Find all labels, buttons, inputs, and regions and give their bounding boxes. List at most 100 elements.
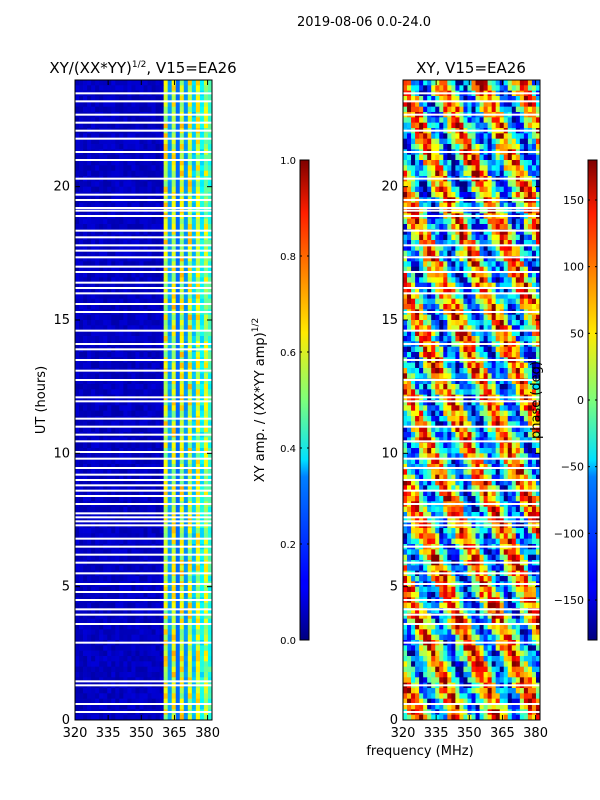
heatmap-cell — [111, 506, 116, 513]
heatmap-cell — [95, 256, 100, 262]
heatmap-cell — [163, 421, 169, 428]
heatmap-cell — [123, 256, 128, 262]
heatmap-cell — [511, 122, 517, 129]
heatmap-cell — [411, 186, 416, 193]
heatmap-cell — [139, 389, 144, 396]
heatmap-cell — [143, 608, 148, 614]
heatmap-cell — [171, 437, 177, 444]
heatmap-cell — [119, 373, 124, 380]
heatmap-cell — [91, 352, 96, 358]
heatmap-cell — [99, 704, 104, 710]
heatmap-cell — [175, 154, 181, 161]
heatmap-cell — [147, 261, 152, 268]
heatmap-cell — [191, 517, 197, 524]
heatmap-cell — [107, 336, 112, 342]
heatmap-cell — [187, 421, 193, 428]
heatmap-cell — [159, 490, 165, 497]
heatmap-cell — [179, 624, 185, 630]
heatmap-cell — [131, 613, 136, 620]
heatmap-cell — [175, 144, 181, 150]
heatmap-cell — [175, 138, 181, 145]
heatmap-cell — [135, 282, 140, 289]
heatmap-cell — [79, 362, 84, 369]
heatmap-cell — [187, 704, 193, 710]
heatmap-cell — [419, 186, 424, 193]
heatmap-cell — [75, 485, 80, 492]
heatmap-cell — [91, 469, 96, 476]
heatmap-cell — [115, 634, 120, 641]
heatmap-cell — [527, 186, 533, 193]
heatmap-cell — [167, 298, 173, 305]
heatmap-cell — [183, 672, 189, 678]
gap-row — [75, 151, 212, 153]
heatmap-cell — [95, 186, 100, 193]
heatmap-cell — [99, 480, 104, 486]
heatmap-cell — [111, 538, 116, 545]
heatmap-cell — [207, 688, 212, 694]
heatmap-cell — [103, 688, 108, 694]
heatmap-cell — [91, 229, 96, 236]
heatmap-cell — [103, 266, 108, 273]
heatmap-cell — [467, 154, 472, 161]
heatmap-cell — [107, 400, 112, 406]
heatmap-cell — [87, 325, 92, 332]
heatmap-cell — [487, 122, 493, 129]
heatmap-cell — [115, 474, 120, 481]
heatmap-cell — [523, 186, 529, 193]
heatmap-cell — [151, 133, 156, 140]
heatmap-cell — [159, 186, 165, 193]
heatmap-cell — [151, 240, 156, 246]
heatmap-cell — [423, 133, 428, 140]
heatmap-cell — [167, 224, 173, 230]
heatmap-cell — [139, 330, 144, 337]
heatmap-cell — [87, 256, 92, 262]
heatmap-cell — [423, 138, 428, 145]
heatmap-cell — [195, 186, 201, 193]
heatmap-cell — [83, 154, 88, 161]
heatmap-cell — [143, 688, 148, 694]
heatmap-cell — [79, 666, 84, 673]
heatmap-cell — [503, 80, 509, 86]
heatmap-cell — [155, 688, 161, 694]
heatmap-cell — [139, 224, 144, 230]
heatmap-cell — [179, 170, 185, 177]
heatmap-cell — [75, 437, 80, 444]
heatmap-cell — [155, 490, 161, 497]
heatmap-cell — [79, 256, 84, 262]
heatmap-cell — [87, 336, 92, 342]
heatmap-cell — [135, 666, 140, 673]
heatmap-cell — [195, 96, 201, 102]
heatmap-cell — [127, 565, 132, 572]
heatmap-cell — [83, 261, 88, 268]
heatmap-cell — [207, 373, 212, 380]
heatmap-cell — [195, 170, 201, 177]
heatmap-cell — [95, 282, 100, 289]
heatmap-cell — [79, 496, 84, 502]
heatmap-cell — [119, 389, 124, 396]
heatmap-cell — [91, 336, 96, 342]
heatmap-cell — [431, 154, 436, 161]
heatmap-cell — [191, 266, 197, 273]
heatmap-cell — [159, 549, 165, 556]
heatmap-cell — [135, 362, 140, 369]
heatmap-cell — [123, 384, 128, 390]
heatmap-cell — [183, 325, 189, 332]
heatmap-cell — [87, 650, 92, 657]
heatmap-cell — [163, 688, 169, 694]
heatmap-cell — [487, 133, 493, 140]
heatmap-cell — [199, 352, 205, 358]
heatmap-cell — [403, 170, 408, 177]
heatmap-cell — [531, 170, 537, 177]
heatmap-cell — [139, 272, 144, 278]
heatmap-cell — [199, 464, 205, 470]
heatmap-cell — [75, 186, 80, 193]
heatmap-cell — [199, 506, 205, 513]
heatmap-cell — [515, 117, 521, 124]
heatmap-cell — [83, 400, 88, 406]
heatmap-cell — [499, 192, 505, 198]
heatmap-cell — [495, 186, 501, 193]
heatmap-cell — [151, 266, 156, 273]
heatmap-cell — [103, 325, 108, 332]
heatmap-cell — [131, 378, 136, 385]
heatmap-cell — [91, 165, 96, 172]
